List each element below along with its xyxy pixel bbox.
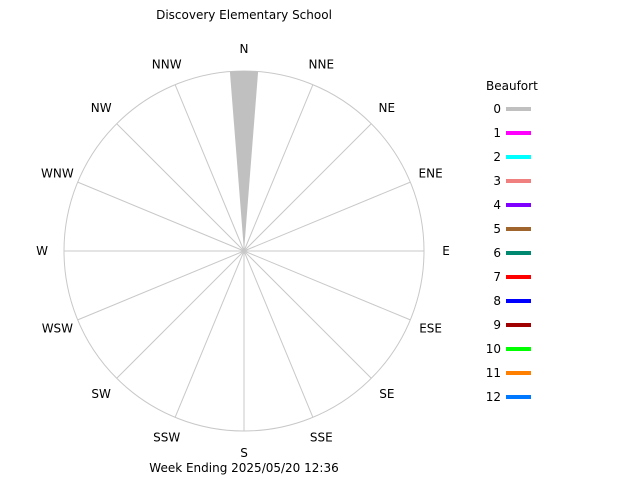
direction-label-w: W xyxy=(36,244,48,258)
legend-swatch-12 xyxy=(506,395,531,399)
direction-label-nw: NW xyxy=(91,101,112,115)
legend-swatch-9 xyxy=(506,323,531,327)
spoke-wsw xyxy=(77,250,245,321)
direction-label-ssw: SSW xyxy=(153,431,180,445)
direction-label-n: N xyxy=(240,42,249,56)
spoke-nw xyxy=(116,123,245,252)
petal-n-beaufort-0 xyxy=(229,71,259,251)
legend-label-7: 7 xyxy=(493,270,501,284)
direction-label-wnw: WNW xyxy=(41,167,74,181)
legend-swatch-11 xyxy=(506,371,531,375)
direction-label-ne: NE xyxy=(379,101,396,115)
rose-petals xyxy=(229,71,259,251)
legend-swatch-10 xyxy=(506,347,531,351)
legend-swatch-1 xyxy=(506,131,531,135)
spoke-nne xyxy=(243,84,314,252)
direction-label-sse: SSE xyxy=(310,431,333,445)
direction-label-ese: ESE xyxy=(419,321,442,335)
legend-swatch-8 xyxy=(506,299,531,303)
direction-label-e: E xyxy=(442,244,450,258)
legend-swatch-6 xyxy=(506,251,531,255)
direction-label-sw: SW xyxy=(91,387,111,401)
spoke-ssw xyxy=(174,250,245,418)
chart-footer: Week Ending 2025/05/20 12:36 xyxy=(149,461,338,475)
legend-label-4: 4 xyxy=(493,198,501,212)
legend-label-0: 0 xyxy=(493,102,501,116)
polar-grid xyxy=(63,70,425,432)
legend-label-2: 2 xyxy=(493,150,501,164)
direction-labels: N NNE NE ENE E ESE SE SSE S SSW SW WSW W WNW NW NNW xyxy=(36,42,450,460)
chart-title: Discovery Elementary School xyxy=(156,8,332,22)
spoke-nnw xyxy=(174,84,245,252)
direction-label-se: SE xyxy=(379,387,394,401)
legend-swatch-5 xyxy=(506,227,531,231)
legend-swatch-3 xyxy=(506,179,531,183)
legend-swatch-2 xyxy=(506,155,531,159)
direction-label-nne: NNE xyxy=(309,57,335,71)
spoke-sw xyxy=(116,250,245,379)
legend-label-5: 5 xyxy=(493,222,501,236)
legend-label-10: 10 xyxy=(486,342,501,356)
legend-swatch-4 xyxy=(506,203,531,207)
legend-label-12: 12 xyxy=(486,390,501,404)
direction-label-nnw: NNW xyxy=(152,57,182,71)
spoke-wnw xyxy=(77,181,245,252)
direction-label-s: S xyxy=(240,446,248,460)
spoke-sse xyxy=(243,250,314,418)
spoke-ne xyxy=(243,123,372,252)
legend-swatch-0 xyxy=(506,107,531,111)
spoke-ene xyxy=(243,181,411,252)
legend-label-8: 8 xyxy=(493,294,501,308)
direction-label-wsw: WSW xyxy=(42,321,73,335)
spoke-se xyxy=(243,250,372,379)
legend-label-3: 3 xyxy=(493,174,501,188)
legend-label-9: 9 xyxy=(493,318,501,332)
legend-label-11: 11 xyxy=(486,366,501,380)
legend-title: Beaufort xyxy=(486,79,538,93)
legend-label-1: 1 xyxy=(493,126,501,140)
legend-label-6: 6 xyxy=(493,246,501,260)
legend-swatch-7 xyxy=(506,275,531,279)
spoke-ese xyxy=(243,250,411,321)
direction-label-ene: ENE xyxy=(419,167,443,181)
